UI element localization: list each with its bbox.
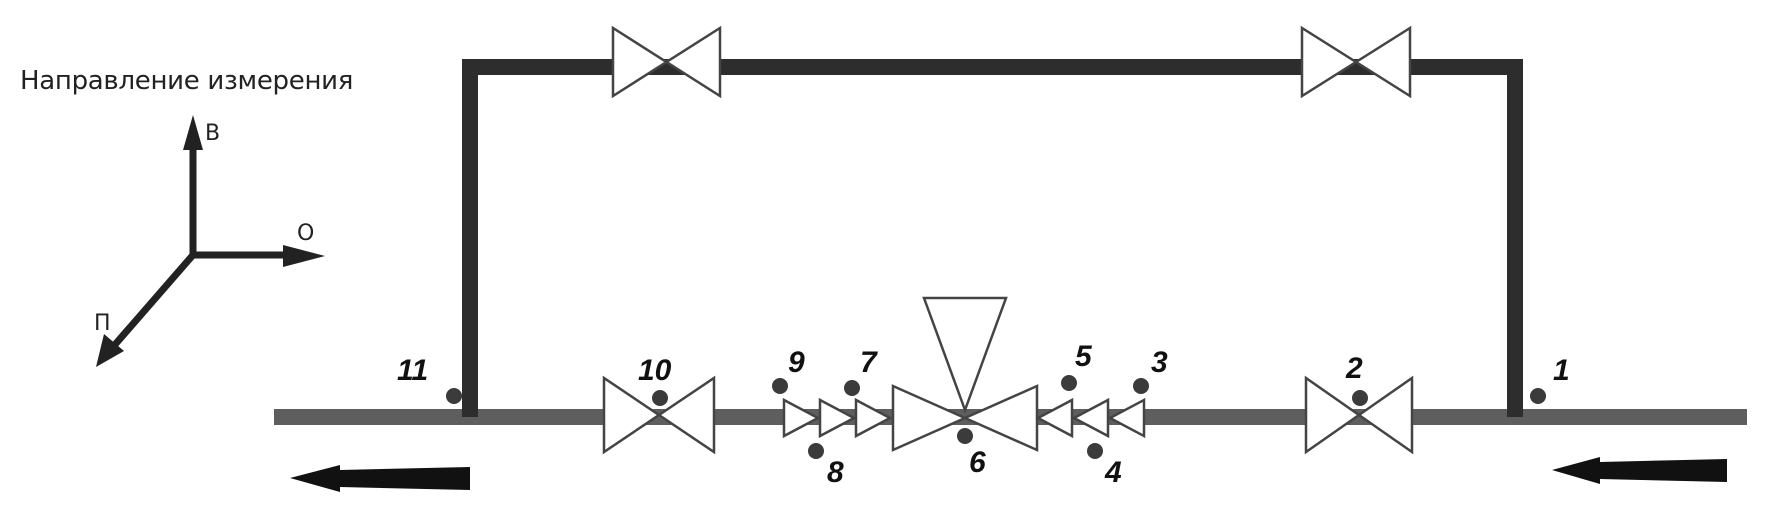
- gate-valve-icon: [1300, 25, 1412, 99]
- reducer-icon: [1035, 397, 1074, 439]
- point-label-8: 8: [827, 456, 844, 489]
- point-label-2: 2: [1345, 352, 1363, 385]
- main-valve-right: [1304, 375, 1414, 455]
- axis-east-arrow-icon: [283, 245, 325, 267]
- control-valve-body-left: [891, 384, 969, 452]
- point-label-4: 4: [1104, 456, 1122, 489]
- flow-arrow-icon: [290, 465, 470, 492]
- measurement-point-1: [1530, 388, 1546, 404]
- control-valve: [891, 296, 1039, 452]
- point-label-10: 10: [638, 354, 672, 387]
- measurement-point-7: [844, 380, 860, 396]
- direction-title: Направление измерения: [20, 66, 354, 96]
- reducer-chain-right: [1035, 397, 1146, 439]
- reducer-icon: [1107, 397, 1146, 439]
- point-label-5: 5: [1075, 340, 1093, 373]
- point-label-7: 7: [860, 346, 878, 379]
- flow-arrow-right: [1552, 457, 1727, 484]
- reducer-icon: [818, 397, 857, 439]
- bypass-pipe: [462, 59, 1523, 417]
- reducer-icon: [1071, 397, 1110, 439]
- point-label-9: 9: [788, 346, 805, 379]
- reducer-chain-left: [782, 397, 893, 439]
- axis-label-up: В: [205, 121, 220, 146]
- measurement-point-3: [1133, 378, 1149, 394]
- gate-valve-icon: [602, 375, 716, 455]
- reducer-icon: [854, 397, 893, 439]
- measurement-point-4: [1087, 443, 1103, 459]
- measurement-point-9: [772, 378, 788, 394]
- bypass-valve-left: [611, 25, 722, 99]
- gate-valve-icon: [1304, 375, 1414, 455]
- flow-arrow-left: [290, 465, 470, 492]
- control-valve-body-right: [961, 384, 1039, 452]
- bypass-valve-right: [1300, 25, 1412, 99]
- reducer-icon: [782, 397, 821, 439]
- main-valve-left: [602, 375, 716, 455]
- measurement-point-6: [957, 428, 973, 444]
- measurement-point-2: [1352, 390, 1368, 406]
- point-label-6: 6: [969, 446, 986, 479]
- measurement-point-10: [652, 390, 668, 406]
- axis-up-arrow-icon: [183, 115, 203, 150]
- axis-south-arrow-icon: [96, 334, 124, 367]
- axis-label-east: О: [297, 221, 314, 246]
- point-label-1: 1: [1553, 354, 1570, 387]
- measurement-point-8: [808, 443, 824, 459]
- measurement-point-11: [446, 388, 462, 404]
- point-label-11: 11: [397, 354, 428, 387]
- flow-arrow-icon: [1552, 457, 1727, 484]
- measurement-point-5: [1061, 375, 1077, 391]
- axis-indicator: В О П: [94, 115, 325, 367]
- gate-valve-icon: [611, 25, 722, 99]
- axis-label-south: П: [94, 311, 111, 336]
- measurement-points: 1 2 3 4 5 6 7 8 9 10 11: [397, 340, 1570, 489]
- control-valve-actuator-icon: [922, 296, 1008, 414]
- point-label-3: 3: [1151, 346, 1168, 379]
